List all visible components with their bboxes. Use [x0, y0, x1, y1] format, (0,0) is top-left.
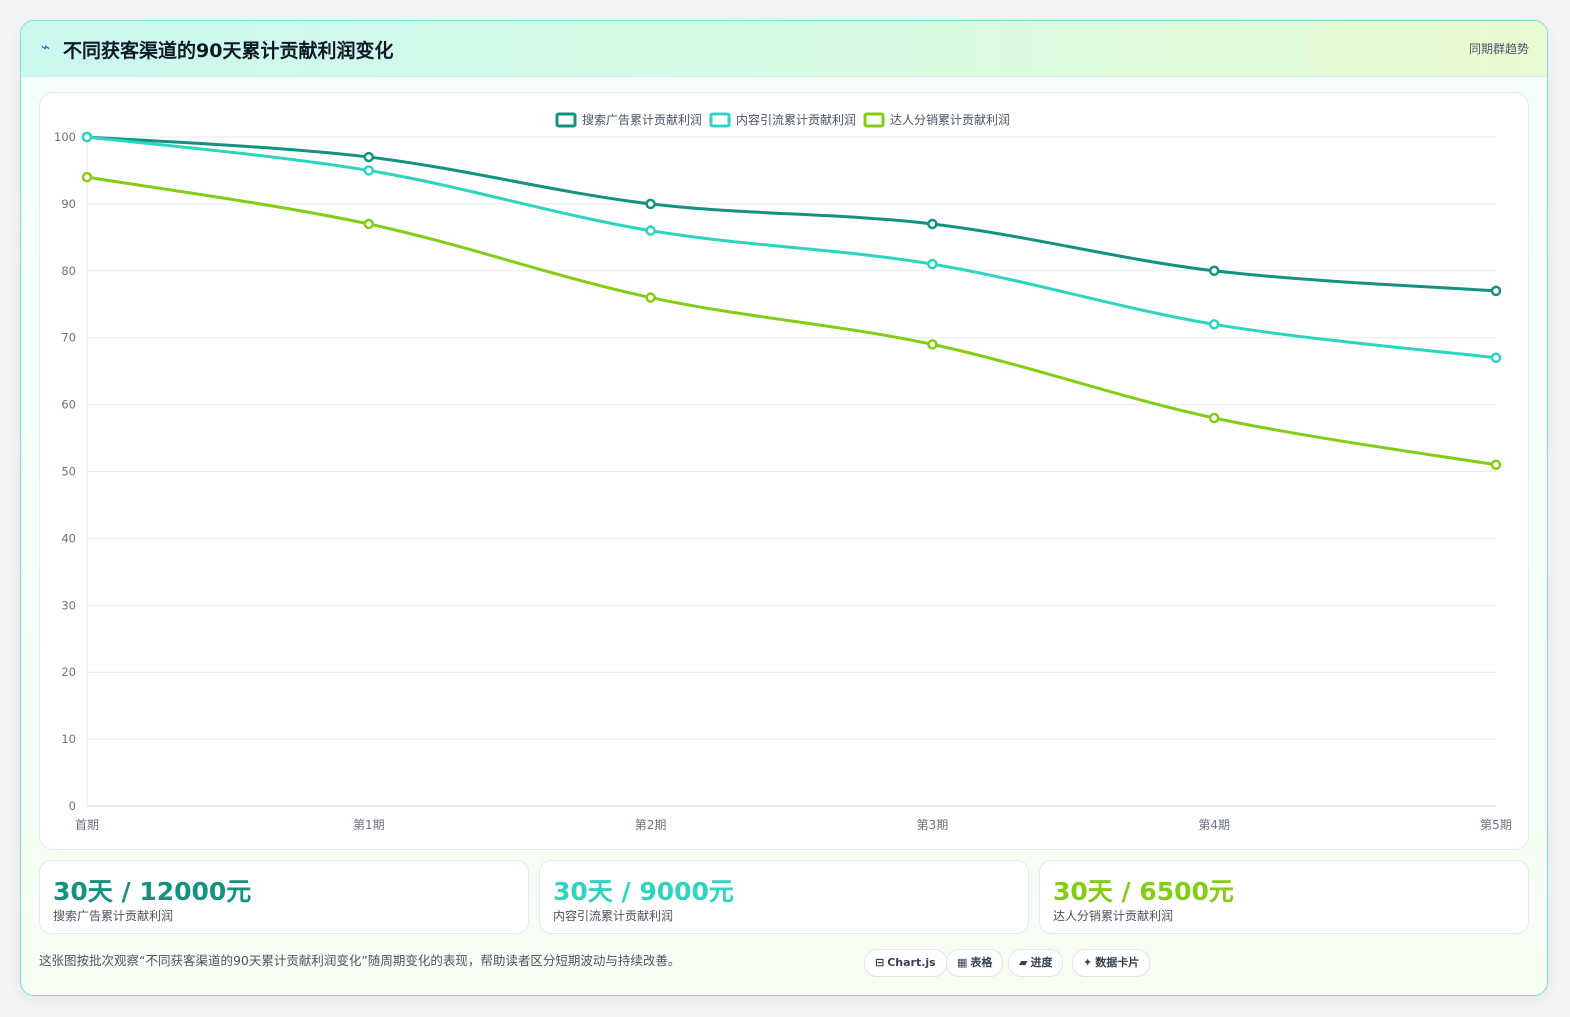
kpi-card-search: 30天 / 12000元 搜索广告累计贡献利润	[39, 860, 529, 934]
legend-swatch	[709, 112, 731, 128]
sparkle-icon: ✦	[1083, 956, 1093, 969]
y-tick-label: 20	[61, 665, 76, 679]
data-point	[927, 218, 938, 230]
x-tick-label: 第2期	[635, 818, 667, 832]
series-line	[86, 135, 1497, 293]
pill-label: Chart.js	[887, 956, 936, 969]
kpi-card-influencer: 30天 / 6500元 达人分销累计贡献利润	[1039, 860, 1529, 934]
y-tick-label: 80	[61, 264, 76, 278]
y-tick-label: 70	[61, 331, 76, 345]
data-point	[81, 171, 93, 183]
pill-label: 数据卡片	[1095, 956, 1140, 969]
y-tick-label: 10	[61, 732, 76, 746]
x-tick-label: 第4期	[1198, 818, 1230, 832]
series-line	[86, 175, 1497, 467]
pill-data-card[interactable]: ✦ 数据卡片	[1072, 949, 1151, 977]
header-tag: 同期群趋势	[1468, 42, 1529, 56]
x-tick-label: 第3期	[917, 818, 949, 832]
footnote: 这张图按批次观察“不同获客渠道的90天累计贡献利润变化”随周期变化的表现，帮助读…	[39, 953, 681, 968]
bolt-icon: ⌁	[41, 38, 51, 56]
kpi-label: 达人分销累计贡献利润	[1053, 909, 1174, 923]
data-point	[1490, 285, 1502, 297]
kpi-value: 30天 / 6500元	[1053, 877, 1234, 906]
y-tick-label: 60	[61, 398, 76, 412]
table-icon: ▦	[957, 956, 968, 969]
kpi-value: 30天 / 12000元	[53, 877, 252, 906]
kpi-card-content: 30天 / 9000元 内容引流累计贡献利润	[539, 860, 1029, 934]
x-tick-label: 第1期	[353, 818, 385, 832]
chart-panel: 0 10 20 30 40 50 60 70 80 90 100 首期 第1期 第2期 第3期 第4期 第5期 搜…	[39, 92, 1529, 850]
y-tick-label: 90	[61, 197, 76, 211]
data-point	[363, 151, 375, 163]
y-tick-label: 40	[61, 531, 76, 545]
y-tick-label: 0	[69, 799, 76, 813]
data-point	[1208, 319, 1220, 330]
data-point	[1208, 265, 1220, 277]
data-point	[1208, 412, 1220, 424]
legend-label: 搜索广告累计贡献利润	[582, 112, 702, 127]
series-line	[86, 135, 1497, 360]
pill-progress[interactable]: ▰ 进度	[1008, 949, 1064, 977]
legend-swatch	[863, 112, 885, 128]
legend-label: 达人分销累计贡献利润	[890, 112, 1010, 127]
data-point	[927, 258, 938, 270]
y-tick-label: 30	[61, 598, 76, 612]
pill-table[interactable]: ▦ 表格	[946, 949, 1004, 977]
data-point	[645, 198, 656, 210]
pill-chartjs[interactable]: ⊟ Chart.js	[864, 949, 947, 977]
line-chart: 0 10 20 30 40 50 60 70 80 90 100 首期 第1期 第2期 第3期 第4期 第5期 搜…	[54, 112, 1512, 832]
y-tick-label: 100	[54, 130, 76, 144]
data-point	[363, 165, 375, 176]
data-point	[645, 225, 656, 236]
legend-swatch	[555, 112, 577, 128]
kpi-label: 搜索广告累计贡献利润	[53, 909, 174, 923]
data-point	[927, 339, 938, 350]
x-tick-label: 首期	[75, 818, 99, 832]
data-point	[363, 218, 375, 230]
kpi-value: 30天 / 9000元	[553, 877, 734, 906]
data-point	[645, 292, 656, 303]
chart-title: 不同获客渠道的90天累计贡献利润变化	[63, 40, 394, 62]
legend-label: 内容引流累计贡献利润	[736, 112, 856, 127]
progress-icon: ▰	[1019, 956, 1028, 969]
x-tick-label: 第5期	[1480, 818, 1512, 832]
data-point	[1490, 352, 1502, 364]
y-tick-label: 50	[61, 465, 76, 479]
data-point	[1490, 459, 1502, 471]
pill-label: 表格	[970, 956, 993, 969]
kpi-label: 内容引流累计贡献利润	[553, 909, 674, 923]
data-point	[81, 131, 93, 143]
chart-icon: ⊟	[875, 956, 885, 969]
card-header: ⌁ 不同获客渠道的90天累计贡献利润变化 同期群趋势	[21, 21, 1547, 77]
chart-card: ⌁ 不同获客渠道的90天累计贡献利润变化 同期群趋势 0 10 20 30 40 50 60…	[20, 20, 1548, 996]
pill-label: 进度	[1030, 956, 1053, 969]
